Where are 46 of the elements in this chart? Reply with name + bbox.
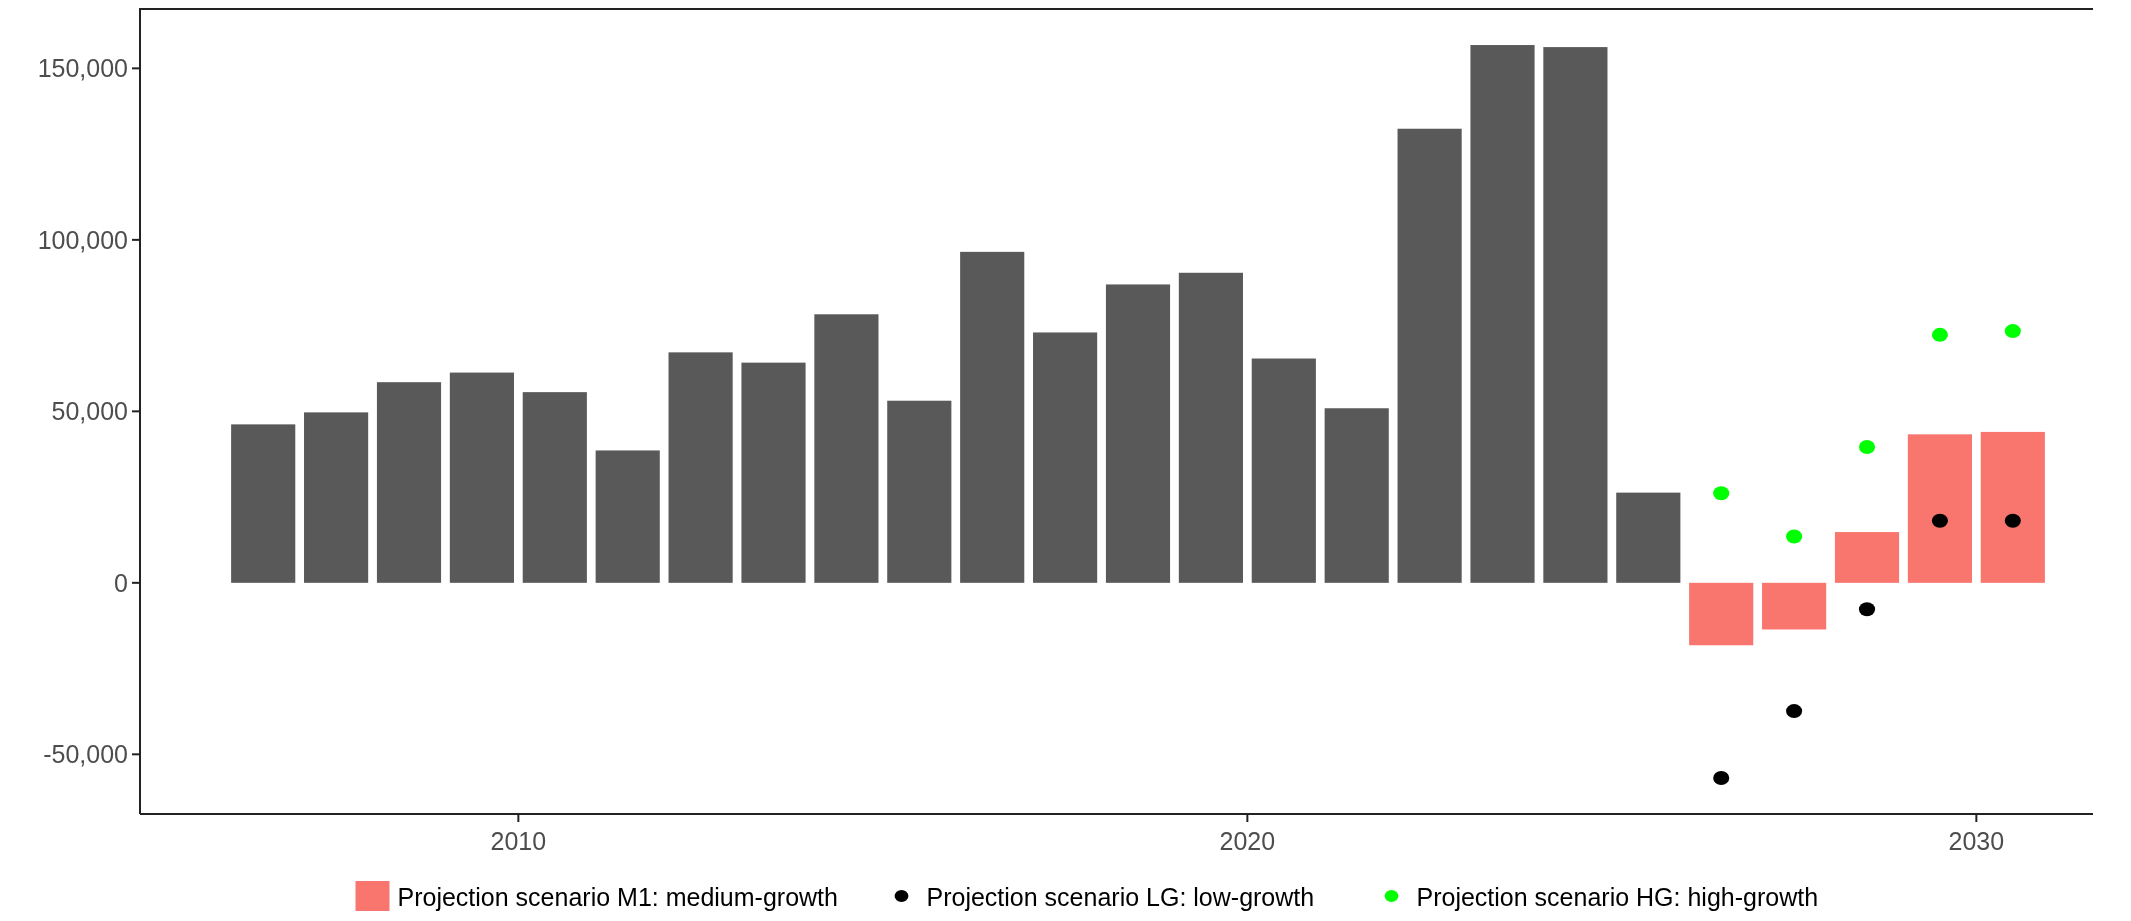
bar — [522, 392, 587, 583]
bar — [814, 314, 879, 583]
bar — [1033, 332, 1098, 583]
bar — [1105, 284, 1171, 583]
bar — [1470, 45, 1535, 583]
bar — [376, 382, 442, 583]
bar — [668, 352, 733, 583]
bar — [304, 412, 369, 583]
bar — [1178, 272, 1243, 583]
bar — [1543, 47, 1608, 583]
point — [1858, 602, 1876, 617]
bar — [1907, 434, 1972, 583]
point — [1786, 529, 1803, 544]
legend-label: Projection scenario M1: medium-growth — [397, 882, 838, 911]
point — [1713, 770, 1730, 785]
y-tick-label: 150,000 — [37, 54, 128, 83]
bar — [1397, 128, 1462, 583]
point — [2004, 513, 2021, 528]
bar — [1834, 532, 1900, 583]
legend-label: Projection scenario LG: low-growth — [926, 882, 1315, 911]
point — [2004, 324, 2021, 339]
bar — [231, 424, 296, 583]
point — [1786, 704, 1803, 719]
bar — [1980, 431, 2045, 583]
bar — [449, 372, 514, 583]
bar — [741, 362, 806, 583]
point — [1858, 440, 1876, 455]
point — [1931, 327, 1948, 342]
bar — [1324, 408, 1389, 583]
bar — [595, 450, 660, 583]
y-tick-label: 100,000 — [37, 225, 128, 254]
bar — [1616, 492, 1681, 583]
bar — [887, 400, 952, 583]
bar — [1762, 582, 1827, 630]
point — [1931, 513, 1948, 528]
x-tick-label: 2020 — [1219, 827, 1276, 855]
bar — [1689, 582, 1754, 646]
y-tick-label: 50,000 — [51, 397, 128, 426]
y-tick-label: -50,000 — [43, 740, 128, 769]
x-tick-label: 2010 — [490, 827, 547, 855]
x-tick-label: 2030 — [1948, 827, 2005, 855]
legend-label: Projection scenario HG: high-growth — [1416, 882, 1819, 911]
y-tick-label: 0 — [114, 568, 128, 597]
bar — [960, 251, 1025, 583]
point — [1713, 486, 1730, 501]
bar — [1251, 358, 1316, 583]
